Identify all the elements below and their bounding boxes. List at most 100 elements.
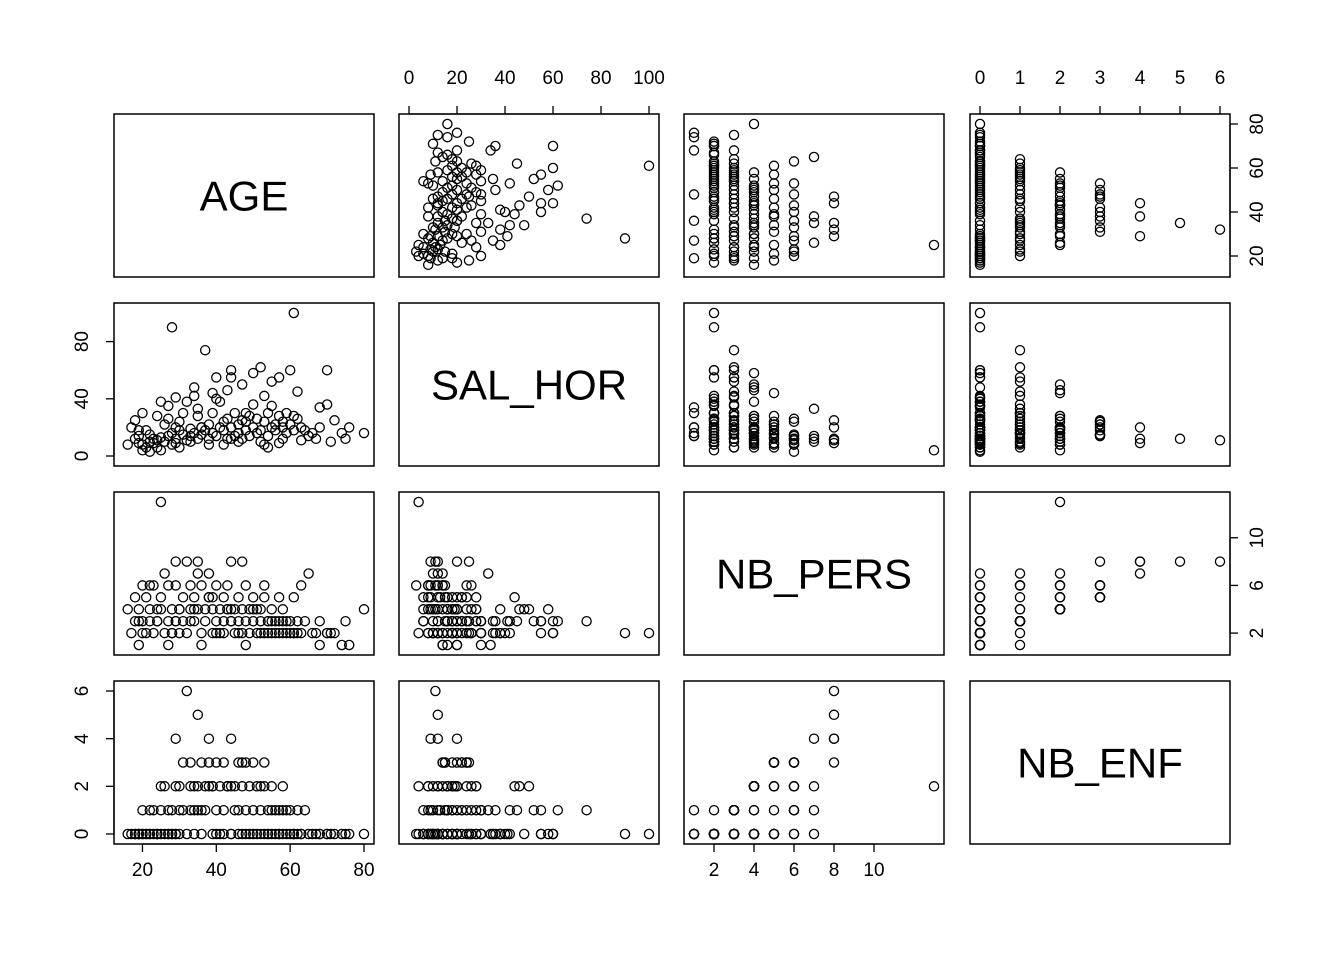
data-point <box>314 828 325 840</box>
data-point <box>432 556 444 567</box>
data-point <box>185 430 196 442</box>
data-point <box>199 604 211 615</box>
data-point <box>708 149 720 161</box>
data-point <box>788 446 800 457</box>
data-point <box>192 781 204 792</box>
data-point <box>137 615 148 627</box>
data-point <box>277 615 289 627</box>
data-point <box>277 627 289 639</box>
data-point <box>518 604 530 615</box>
data-point <box>728 422 740 433</box>
data-point <box>266 400 277 412</box>
data-point <box>266 604 277 615</box>
data-point <box>418 615 429 627</box>
data-point <box>788 757 800 768</box>
data-point <box>273 437 285 449</box>
data-point <box>748 180 760 191</box>
data-point <box>188 804 200 816</box>
data-point <box>170 828 181 840</box>
data-point <box>1094 191 1106 202</box>
data-point <box>144 446 156 457</box>
data-point <box>270 828 281 840</box>
data-point <box>708 433 720 445</box>
data-point <box>288 828 300 840</box>
data-point <box>708 828 720 840</box>
data-point <box>432 615 444 627</box>
data-point <box>451 781 463 792</box>
data-point <box>207 627 218 639</box>
data-point <box>1094 419 1106 430</box>
tick-label: 40 <box>206 860 227 881</box>
data-point <box>247 604 259 615</box>
data-point <box>299 804 311 816</box>
data-point <box>490 804 501 816</box>
data-point <box>728 436 740 447</box>
data-point <box>244 781 255 792</box>
data-point <box>974 410 986 422</box>
data-point <box>442 131 453 143</box>
data-point <box>196 422 207 433</box>
data-point <box>475 615 487 627</box>
data-point <box>828 415 840 426</box>
data-point <box>974 580 986 591</box>
data-point <box>140 828 152 840</box>
data-point <box>430 580 441 591</box>
data-point <box>470 241 482 253</box>
data-point <box>768 239 780 251</box>
data-point <box>266 627 277 639</box>
data-point <box>974 437 986 449</box>
tick-label: 0 <box>404 68 415 89</box>
data-point <box>451 127 463 139</box>
data-point <box>974 372 986 383</box>
data-point <box>427 180 439 191</box>
data-point <box>528 173 540 185</box>
data-point <box>828 685 840 697</box>
data-point <box>181 627 193 639</box>
data-point <box>255 781 266 792</box>
data-point <box>236 781 248 792</box>
data-point <box>310 627 322 639</box>
data-point <box>314 639 325 651</box>
data-point <box>974 442 986 453</box>
data-point <box>266 376 277 387</box>
data-point <box>768 248 780 260</box>
data-point <box>174 828 185 840</box>
data-point <box>259 592 270 603</box>
data-point <box>1094 592 1106 603</box>
data-point <box>233 592 244 603</box>
data-point <box>159 568 170 579</box>
data-point <box>262 615 274 627</box>
data-point <box>788 413 800 425</box>
data-point <box>748 804 760 816</box>
data-point <box>504 178 516 189</box>
data-point <box>446 252 458 264</box>
data-point <box>236 627 248 639</box>
data-point <box>509 592 520 603</box>
data-point <box>748 233 760 244</box>
data-point <box>159 627 170 639</box>
data-point <box>688 422 700 433</box>
data-point <box>166 604 178 615</box>
data-point <box>177 757 189 768</box>
data-point <box>1054 568 1066 579</box>
data-point <box>708 372 720 383</box>
data-point <box>535 615 547 627</box>
data-point <box>475 175 487 187</box>
data-point <box>788 804 800 816</box>
data-point <box>137 445 148 456</box>
data-point <box>748 367 760 379</box>
data-point <box>163 615 174 627</box>
data-point <box>974 160 986 172</box>
data-point <box>166 828 178 840</box>
panel-frame-nb-pers-vs-sal-hor <box>398 491 660 656</box>
data-point <box>748 173 760 185</box>
data-point <box>255 828 266 840</box>
data-point <box>218 416 229 427</box>
data-point <box>463 255 475 266</box>
data-point <box>144 828 156 840</box>
data-point <box>688 131 700 143</box>
data-point <box>229 604 241 615</box>
data-point <box>321 828 333 840</box>
data-point <box>218 592 229 603</box>
data-point <box>225 422 237 433</box>
